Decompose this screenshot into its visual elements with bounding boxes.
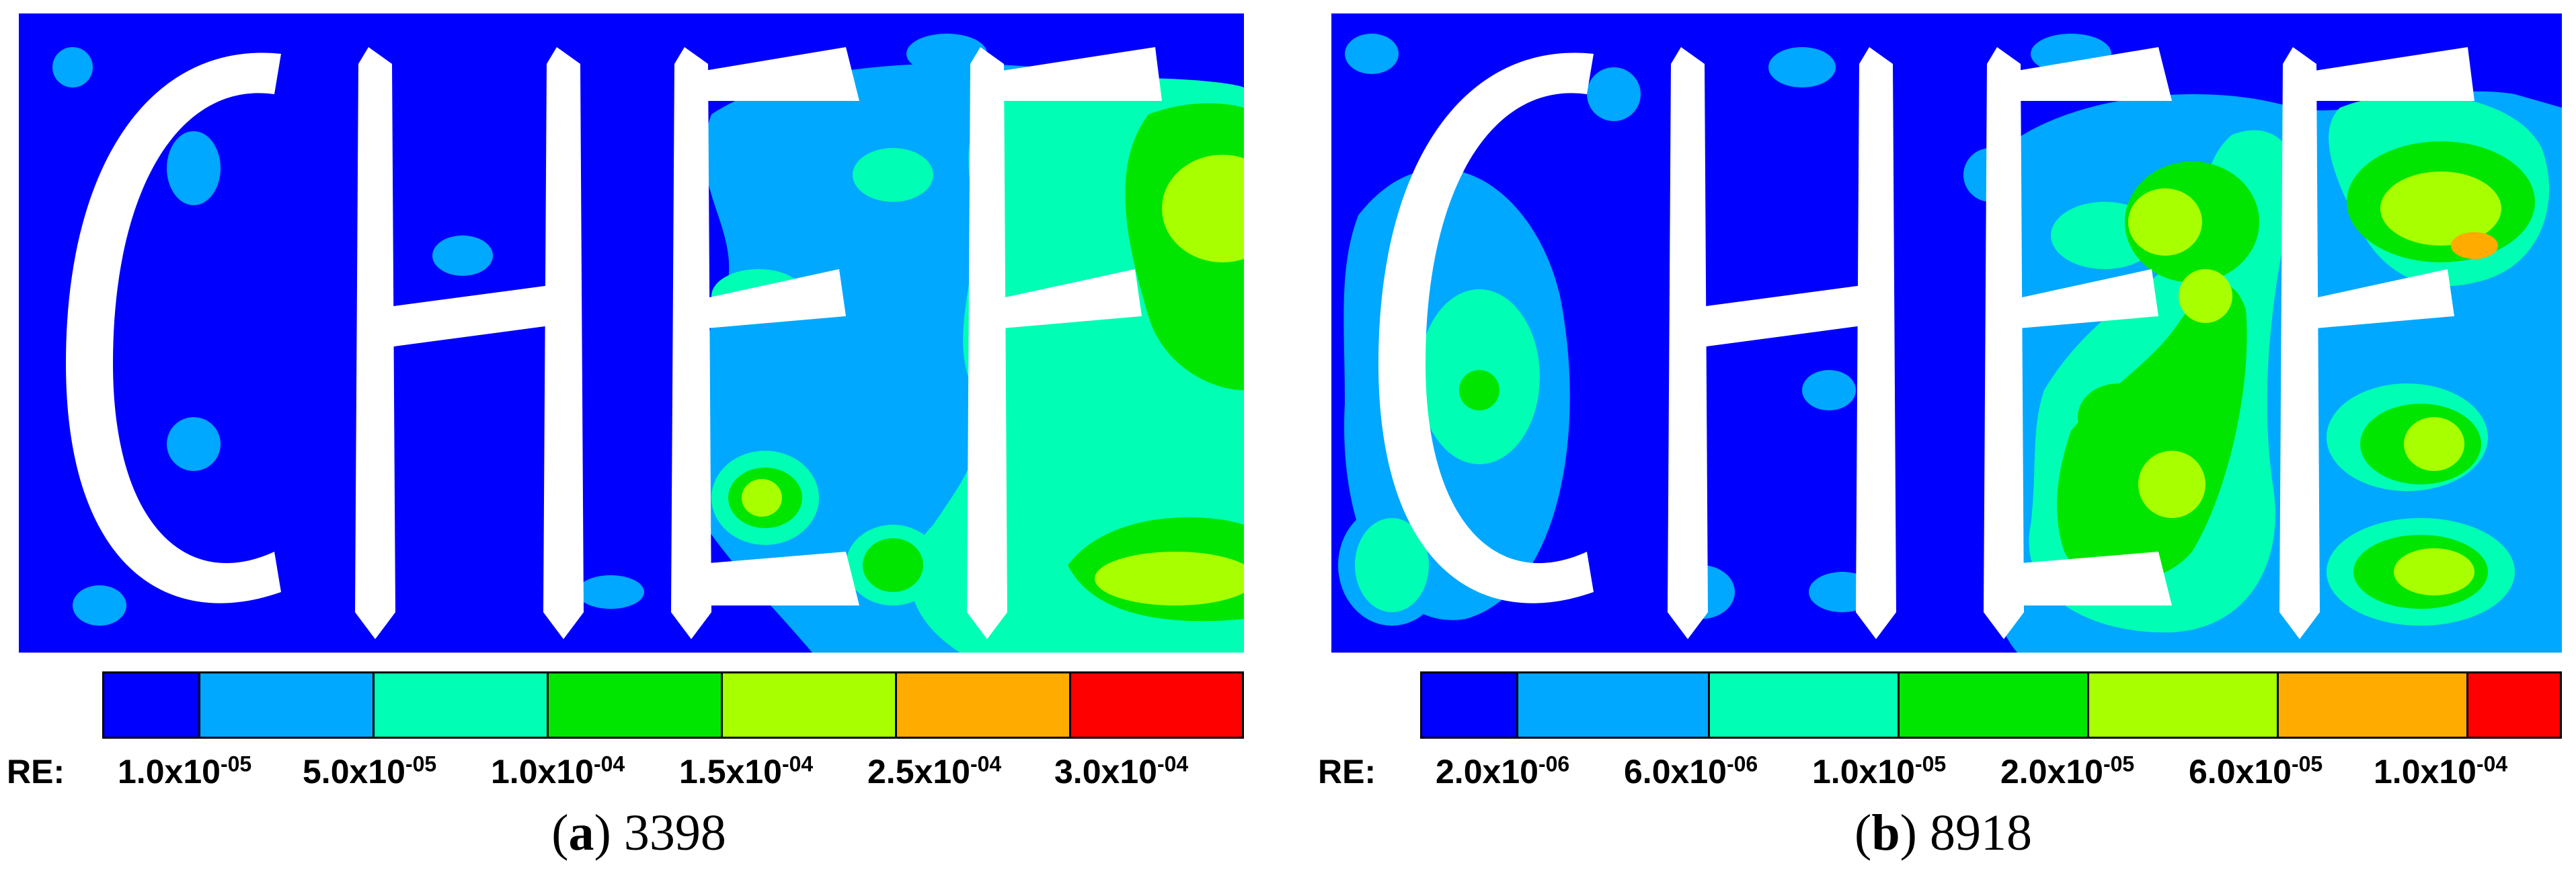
caption-b: (b) 8918 [1855,805,2032,861]
tick-label: 1.0x10-04 [491,751,625,791]
tick-label: 6.0x10-05 [2189,751,2323,791]
legend-label-b: RE: [1318,753,1376,791]
colorbar-segment [200,673,375,737]
colorbar-a [102,671,1244,739]
tick-label: 3.0x10-04 [1054,751,1189,791]
colorbar-segment [104,673,200,737]
colorbar-segment [374,673,549,737]
legend-label-a: RE: [7,753,65,791]
tick-label: 2.5x10-04 [867,751,1002,791]
chef-letters-b [1378,47,2474,639]
colorbar-segment [2468,673,2560,737]
colorbar-segment [722,673,897,737]
tick-label: 2.0x10-06 [1436,751,1570,791]
tick-label: 1.0x10-05 [118,751,252,791]
colorbar-segment [2279,673,2469,737]
contour-level-5 [2451,232,2498,259]
tick-label: 1.5x10-04 [679,751,814,791]
colorbar-segment [1518,673,1711,737]
contour-level-4 [2128,172,2501,595]
panel-b: RE: 2.0x10-06 6.0x10-06 1.0x10-05 2.0x10… [1304,0,2576,882]
colorbar-segment [2089,673,2279,737]
colorbar-segment [896,673,1071,737]
colorbar-segment [1900,673,2090,737]
colorbar-segment [548,673,723,737]
contour-level-4 [742,155,1244,605]
tick-label: 5.0x10-05 [303,751,437,791]
colorbar-segment [1070,673,1242,737]
tick-label: 6.0x10-06 [1624,751,1758,791]
tick-label: 1.0x10-05 [1812,751,1947,791]
tick-label: 2.0x10-05 [2000,751,2135,791]
colorbar-segment [1422,673,1518,737]
panel-a: RE: 1.0x10-05 5.0x10-05 1.0x10-04 1.5x10… [0,0,1278,882]
contour-field-a [19,13,1244,653]
colorbar-b [1420,671,2562,739]
colorbar-segment [1710,673,1900,737]
caption-a: (a) 3398 [551,805,726,861]
tick-label: 1.0x10-04 [2374,751,2508,791]
chef-letters-a [66,47,1162,639]
contour-field-b [1331,13,2562,653]
